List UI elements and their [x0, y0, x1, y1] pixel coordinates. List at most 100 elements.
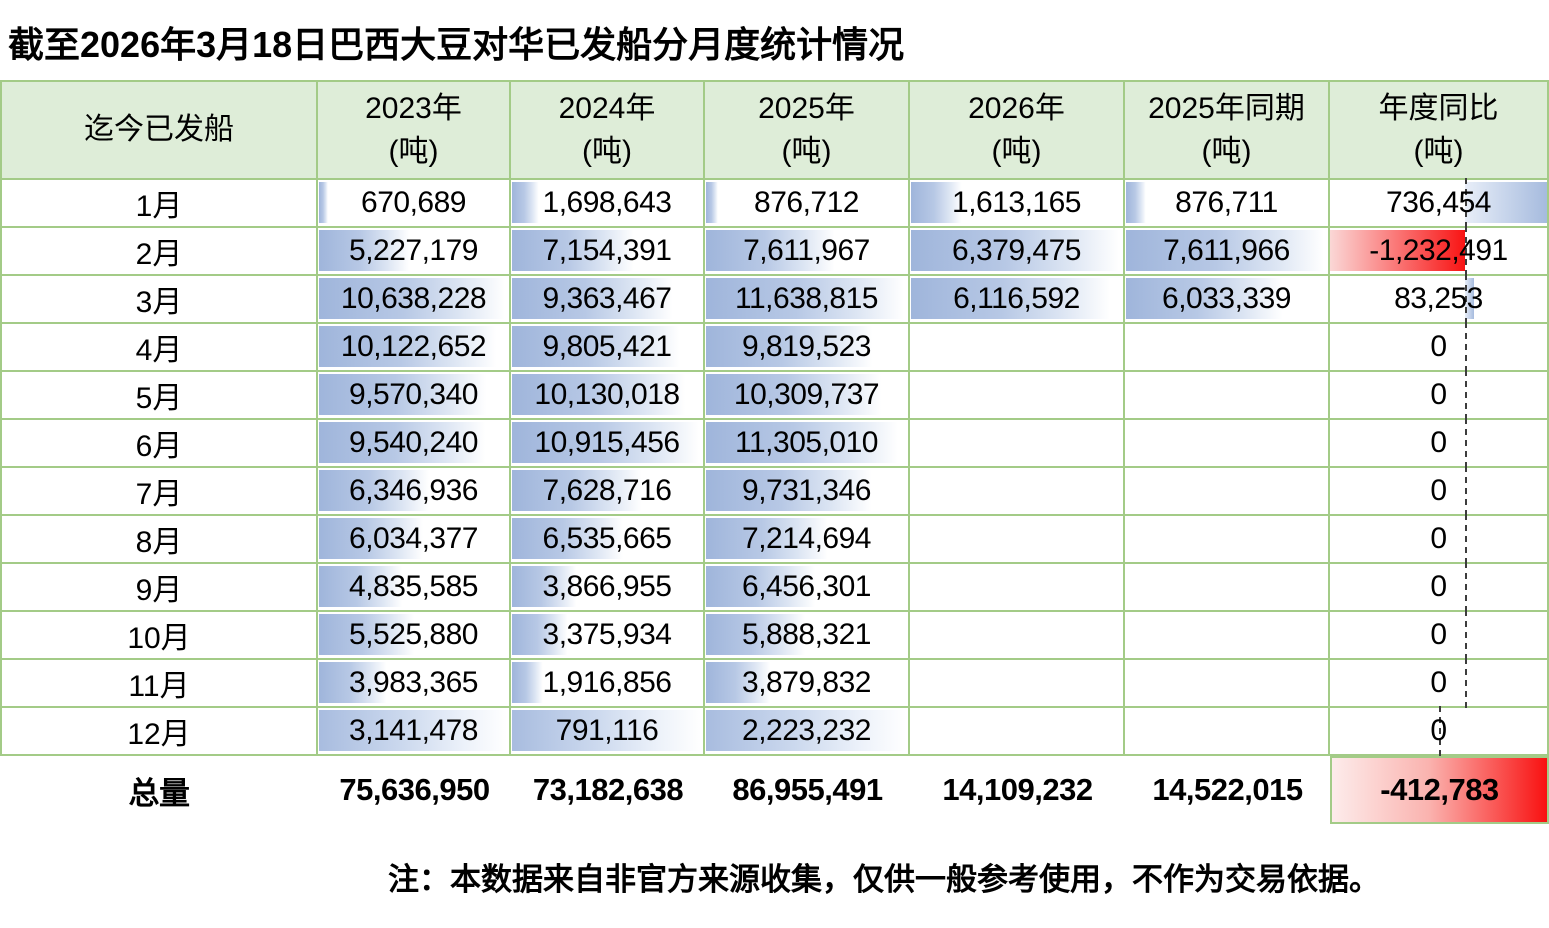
- value-cell: 7,214,694: [705, 516, 910, 564]
- value-cell: [910, 420, 1125, 468]
- header-cell-col2: 2024年 (吨): [511, 80, 705, 180]
- value-cell: 876,712: [705, 180, 910, 228]
- cell-value: 9,540,240: [349, 426, 478, 459]
- databar-axis-line: [1464, 274, 1467, 324]
- databar-axis-line: [1464, 226, 1467, 276]
- databar-axis-line: [1464, 178, 1467, 228]
- value-cell: 6,034,377: [318, 516, 511, 564]
- databar-blue: [319, 422, 488, 463]
- cell-value: 6,033,339: [1162, 282, 1291, 315]
- cell-value: 9,731,346: [742, 474, 871, 507]
- cell-value: 11,638,815: [735, 282, 878, 315]
- databar-blue: [706, 518, 829, 559]
- total-value-cell: 75,636,950: [318, 756, 511, 824]
- value-cell: 6,346,936: [318, 468, 511, 516]
- value-cell: 10,309,737: [705, 372, 910, 420]
- databar-blue: [512, 614, 569, 655]
- databar-blue: [911, 278, 1113, 319]
- total-value: 86,955,491: [732, 772, 883, 807]
- value-cell: 9,731,346: [705, 468, 910, 516]
- value-cell: 10,915,456: [511, 420, 705, 468]
- databar-blue: [319, 374, 488, 415]
- value-cell: 9,540,240: [318, 420, 511, 468]
- cell-value: 3,983,365: [349, 666, 478, 699]
- header-unit-line: (吨): [582, 135, 632, 168]
- total-yoy-cell: -412,783: [1330, 756, 1549, 824]
- shipments-table: 迄今已发船 2023年 (吨) 2024年 (吨) 2025年 (吨) 2026年 (吨) 202…: [0, 80, 1549, 824]
- header-cell-col1: 2023年 (吨): [318, 80, 511, 180]
- databar-blue: [319, 182, 329, 223]
- cell-value: 0: [1430, 714, 1447, 747]
- databar-blue: [512, 374, 688, 415]
- cell-value: 11,305,010: [735, 426, 878, 459]
- databar-blue: [911, 182, 962, 223]
- page-title: 截至2026年3月18日巴西大豆对华已发船分月度统计情况: [8, 24, 905, 65]
- databar-blue: [512, 326, 682, 367]
- total-value-cell: 73,182,638: [511, 756, 705, 824]
- value-cell: [910, 324, 1125, 372]
- header-year-line: 2026年: [968, 91, 1065, 125]
- cell-value: 9,363,467: [542, 282, 672, 315]
- cell-value: 7,154,391: [542, 234, 672, 267]
- header-cell-label: 迄今已发船: [0, 80, 318, 180]
- header-year-line: 2023年: [365, 91, 462, 125]
- value-cell: [1125, 324, 1330, 372]
- cell-value: 2,223,232: [742, 714, 871, 747]
- value-cell: [910, 372, 1125, 420]
- value-cell: [1125, 372, 1330, 420]
- cell-value: 0: [1430, 522, 1447, 555]
- month-cell: 4月: [0, 324, 318, 372]
- total-value: 14,109,232: [942, 772, 1093, 807]
- cell-value: 5,227,179: [349, 234, 478, 267]
- month-cell: 12月: [0, 708, 318, 756]
- value-cell: [910, 468, 1125, 516]
- total-label-cell: 总量: [128, 775, 191, 811]
- header-cell-col4: 2026年 (吨): [910, 80, 1125, 180]
- value-cell: [1125, 660, 1330, 708]
- databar-blue: [706, 182, 719, 223]
- yoy-cell: 736,454: [1330, 178, 1549, 228]
- value-cell: 3,141,478: [318, 708, 511, 756]
- month-cell: 7月: [0, 468, 318, 516]
- cell-value: 10,915,456: [534, 426, 680, 459]
- cell-value: 83,253: [1394, 282, 1483, 315]
- value-cell: [910, 516, 1125, 564]
- value-cell: 791,116: [511, 708, 705, 756]
- total-value: -412,783: [1380, 772, 1499, 807]
- databar-blue: [1126, 230, 1326, 271]
- total-value-cell: 86,955,491: [705, 756, 910, 824]
- databar-blue: [319, 566, 403, 607]
- value-cell: 6,456,301: [705, 564, 910, 612]
- month-cell: 11月: [0, 660, 318, 708]
- yoy-cell: 0: [1330, 658, 1549, 708]
- databar-blue: [512, 182, 539, 223]
- databar-axis-line: [1464, 562, 1467, 612]
- yoy-cell: 83,253: [1330, 274, 1549, 324]
- databar-axis-line: [1438, 706, 1441, 756]
- value-cell: [1125, 564, 1330, 612]
- databar-blue: [319, 470, 431, 511]
- value-cell: 6,379,475: [910, 228, 1125, 276]
- total-value: 14,522,015: [1152, 772, 1303, 807]
- month-cell: 9月: [0, 564, 318, 612]
- cell-value: 0: [1430, 666, 1447, 699]
- value-cell: 7,628,716: [511, 468, 705, 516]
- header-cell-col5: 2025年同期 (吨): [1125, 80, 1330, 180]
- value-cell: [1125, 516, 1330, 564]
- cell-value: 7,611,966: [1163, 234, 1290, 267]
- cell-value: 7,628,716: [542, 474, 672, 507]
- databar-blue: [706, 614, 806, 655]
- databar-blue: [1126, 182, 1147, 223]
- total-value-cell: 14,522,015: [1125, 756, 1330, 824]
- databar-blue: [319, 230, 410, 271]
- cell-value: 6,116,592: [953, 282, 1080, 315]
- databar-axis-line: [1464, 466, 1467, 516]
- databar-blue: [512, 278, 674, 319]
- databar-blue: [319, 518, 425, 559]
- value-cell: [1125, 468, 1330, 516]
- databar-negative: [1330, 230, 1465, 271]
- databar-blue: [706, 710, 906, 751]
- value-cell: 9,805,421: [511, 324, 705, 372]
- yoy-cell: 0: [1330, 706, 1549, 756]
- yoy-cell: 0: [1330, 562, 1549, 612]
